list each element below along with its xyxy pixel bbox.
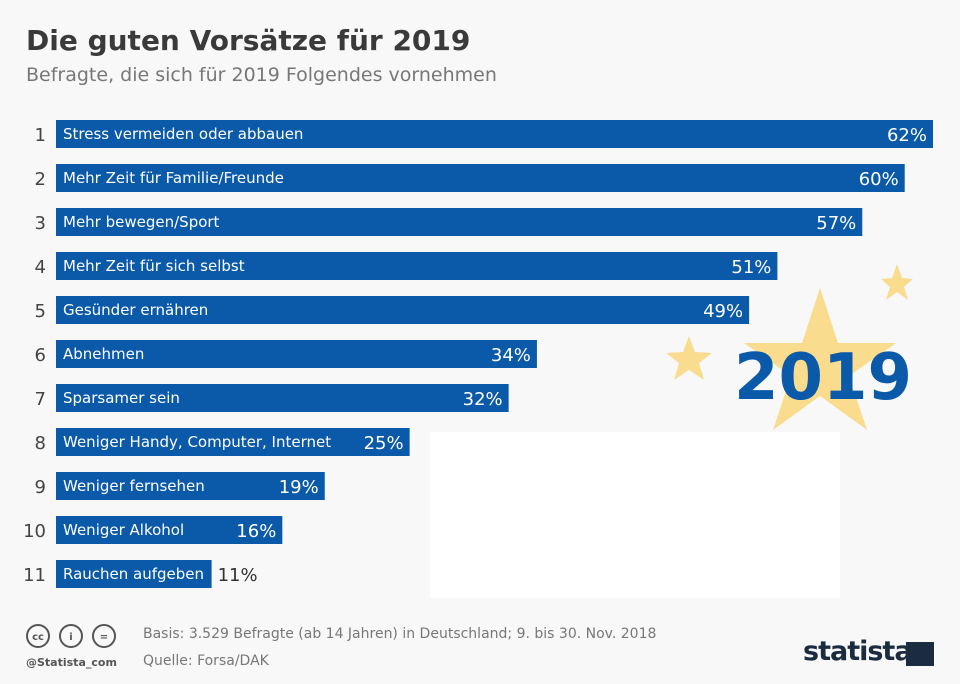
rank-label: 9 [35, 477, 46, 498]
value-label: 62% [887, 125, 927, 146]
no-derivatives-icon: = [92, 624, 116, 648]
value-label: 49% [703, 301, 743, 322]
star-small-icon [881, 264, 913, 300]
chart-subtitle: Befragte, die sich für 2019 Folgendes vo… [26, 64, 497, 86]
category-label: Weniger Alkohol [63, 521, 184, 539]
category-label: Weniger Handy, Computer, Internet [63, 433, 331, 451]
bar [56, 296, 750, 324]
category-label: Gesünder ernähren [63, 301, 208, 319]
rank-label: 3 [35, 213, 46, 234]
bar [56, 120, 933, 148]
value-label: 16% [236, 521, 276, 542]
bar [56, 252, 778, 280]
star-small-icon [666, 336, 712, 380]
year-label: 2019 [734, 341, 912, 415]
value-label: 57% [816, 213, 856, 234]
statista-logo[interactable]: statista [803, 636, 913, 667]
value-label: 60% [859, 169, 899, 190]
bar [56, 428, 410, 456]
value-label: 19% [279, 477, 319, 498]
category-label: Mehr bewegen/Sport [63, 213, 220, 231]
bar [56, 340, 537, 368]
value-label: 34% [491, 345, 531, 366]
star-large-icon [744, 288, 896, 430]
category-label: Mehr Zeit für Familie/Freunde [63, 169, 284, 187]
rank-label: 6 [35, 345, 46, 366]
value-label: 32% [463, 389, 503, 410]
category-label: Weniger fernsehen [63, 477, 205, 495]
statista-logo-icon [906, 642, 934, 666]
bar [56, 516, 283, 544]
bar [56, 472, 325, 500]
attribution-icon: i [59, 624, 83, 648]
value-label: 11% [218, 565, 258, 586]
rank-label: 7 [35, 389, 46, 410]
category-label: Sparsamer sein [63, 389, 180, 407]
twitter-handle[interactable]: @Statista_com [26, 656, 117, 669]
category-label: Abnehmen [63, 345, 144, 363]
value-label: 51% [731, 257, 771, 278]
source-note: Quelle: Forsa/DAK [143, 653, 269, 669]
category-label: Mehr Zeit für sich selbst [63, 257, 245, 275]
bar [56, 384, 509, 412]
rank-label: 4 [35, 257, 46, 278]
rank-label: 11 [23, 565, 46, 586]
blank-panel [430, 432, 840, 598]
rank-label: 2 [35, 169, 46, 190]
chart-title: Die guten Vorsätze für 2019 [26, 24, 471, 57]
bar [56, 164, 905, 192]
category-label: Rauchen aufgeben [63, 565, 204, 583]
rank-label: 5 [35, 301, 46, 322]
cc-icon: cc [26, 624, 50, 648]
rank-label: 1 [35, 125, 46, 146]
bar [56, 208, 863, 236]
decoration: 2019 [666, 264, 913, 430]
basis-note: Basis: 3.529 Befragte (ab 14 Jahren) in … [143, 626, 657, 642]
category-label: Stress vermeiden oder abbauen [63, 125, 303, 143]
bar [56, 560, 212, 588]
rank-label: 10 [23, 521, 46, 542]
rank-label: 8 [35, 433, 46, 454]
value-label: 25% [364, 433, 404, 454]
